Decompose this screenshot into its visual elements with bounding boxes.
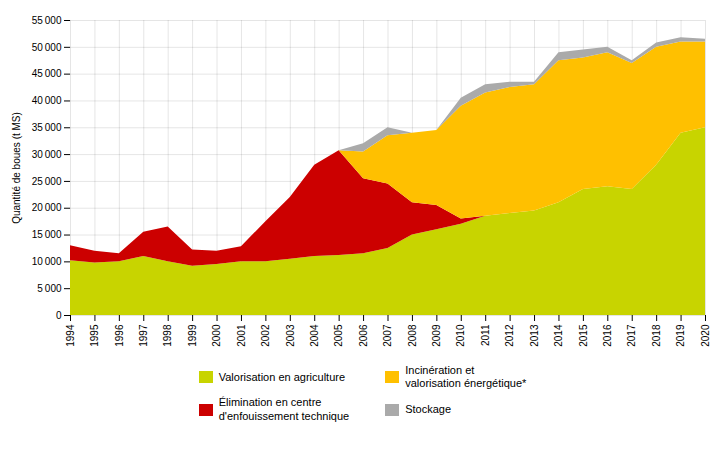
svg-text:2016: 2016 [602,324,613,347]
svg-text:25 000: 25 000 [32,176,62,187]
svg-text:2020: 2020 [700,324,711,347]
svg-text:1999: 1999 [187,324,198,347]
svg-text:45 000: 45 000 [32,68,62,79]
svg-text:0: 0 [56,310,62,321]
svg-text:2018: 2018 [651,324,662,347]
svg-text:2008: 2008 [407,324,418,347]
svg-text:20 000: 20 000 [32,202,62,213]
svg-text:2002: 2002 [260,324,271,347]
svg-text:2009: 2009 [431,324,442,347]
svg-text:40 000: 40 000 [32,95,62,106]
svg-text:55 000: 55 000 [32,15,62,26]
html-text:Élimination en centre d'enfoui: Élimination en centre d'enfouissement te… [218,396,350,422]
html-text:Stockage: Stockage [405,403,452,415]
svg-text:1998: 1998 [162,324,173,347]
svg-text:2012: 2012 [504,324,515,347]
svg-text:2004: 2004 [309,324,320,347]
html-text:Valorisation en agriculture: Valorisation en agriculture [218,370,346,383]
svg-text:35 000: 35 000 [32,122,62,133]
svg-text:2007: 2007 [382,324,393,347]
svg-text:2006: 2006 [358,324,369,347]
svg-text:1994: 1994 [65,324,76,347]
svg-text:1995: 1995 [89,324,100,347]
svg-text:1996: 1996 [114,324,125,347]
svg-text:Quantité de boues (t MS): Quantité de boues (t MS) [11,112,22,224]
svg-text:1997: 1997 [138,324,149,347]
svg-text:2014: 2014 [553,324,564,347]
svg-text:5 000: 5 000 [37,283,62,294]
svg-text:30 000: 30 000 [32,149,62,160]
svg-text:2003: 2003 [285,324,296,347]
svg-text:15 000: 15 000 [32,229,62,240]
svg-text:50 000: 50 000 [32,42,62,53]
svg-text:2019: 2019 [675,324,686,347]
svg-text:2011: 2011 [480,324,491,346]
svg-text:2000: 2000 [211,324,222,347]
html-text:Incinération et valorisation é: Incinération et valorisation énergétique… [405,364,527,390]
svg-text:2015: 2015 [578,324,589,347]
svg-text:2005: 2005 [333,324,344,347]
svg-text:2001: 2001 [236,324,247,347]
svg-text:2013: 2013 [529,324,540,347]
svg-text:10 000: 10 000 [32,256,62,267]
svg-text:2010: 2010 [455,324,466,347]
svg-text:2017: 2017 [626,324,637,347]
